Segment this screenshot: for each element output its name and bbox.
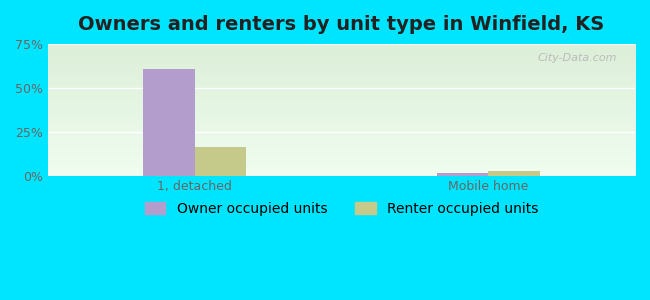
Text: City-Data.com: City-Data.com <box>538 53 617 63</box>
Bar <box>194 148 246 176</box>
Title: Owners and renters by unit type in Winfield, KS: Owners and renters by unit type in Winfi… <box>78 15 604 34</box>
Bar <box>437 173 488 175</box>
Bar <box>143 69 194 176</box>
Legend: Owner occupied units, Renter occupied units: Owner occupied units, Renter occupied un… <box>139 196 544 221</box>
Bar <box>488 171 540 176</box>
